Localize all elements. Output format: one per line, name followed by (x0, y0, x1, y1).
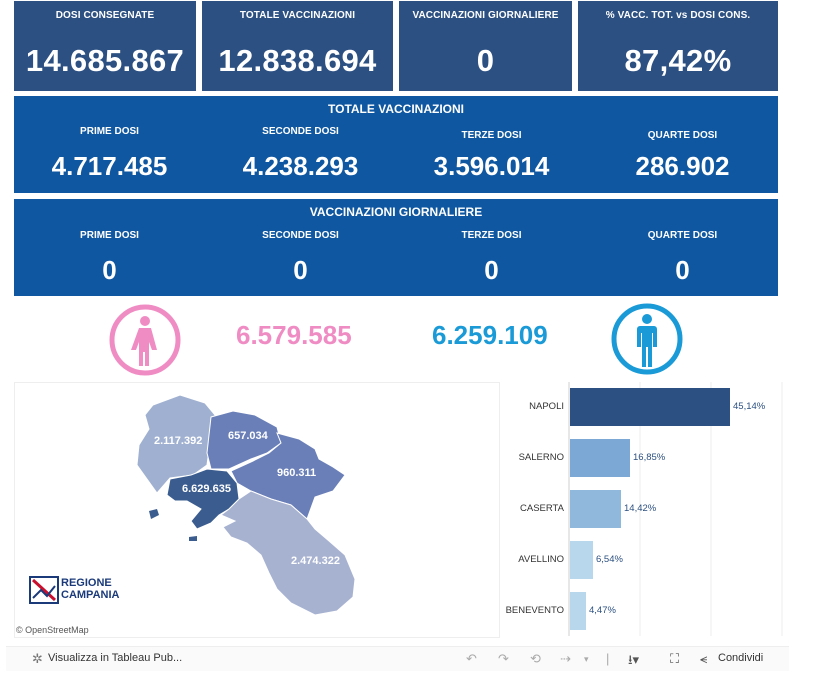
bar-value-label: 6,54% (596, 553, 623, 565)
bar-row[interactable]: BENEVENTO 4,47% (500, 585, 796, 636)
panel-title: TOTALE VACCINAZIONI (328, 102, 464, 116)
download-icon[interactable]: ⭳▾ (628, 652, 640, 667)
island-capri (189, 536, 197, 541)
bar-category-label: SALERNO (518, 452, 564, 464)
separator: | (606, 651, 610, 666)
female-count: 6.579.585 (236, 320, 352, 350)
logo-line1: REGIONE (61, 577, 112, 589)
share-button[interactable]: Condividi (718, 652, 764, 664)
redo-icon[interactable]: ↷ (498, 651, 509, 666)
bar-category-label: BENEVENTO (505, 604, 564, 616)
vaccinazioni-giornaliere-panel: VACCINAZIONI GIORNALIERE PRIME DOSI 0 SE… (14, 199, 778, 296)
bar-category-label: AVELLINO (518, 553, 564, 565)
bar[interactable] (570, 388, 730, 427)
province-caserta (136, 394, 216, 494)
map-label-salerno: 2.474.322 (291, 555, 340, 567)
totale-terze-dosi: TERZE DOSI 3.596.014 (396, 130, 587, 182)
bar-value-label: 16,85% (633, 452, 666, 464)
bar-row[interactable]: SALERNO 16,85% (500, 433, 796, 484)
male-icon (610, 302, 684, 376)
pause-icon[interactable]: ▾ (584, 654, 589, 664)
map-label-napoli: 6.629.635 (182, 483, 231, 495)
panel-title: VACCINAZIONI GIORNALIERE (309, 205, 483, 219)
totale-prime-dosi: PRIME DOSI 4.717.485 (14, 126, 205, 182)
cell-value: 0 (102, 255, 117, 285)
bar-row[interactable]: AVELLINO 6,54% (500, 534, 796, 585)
cell-label: SECONDE DOSI (262, 230, 339, 241)
osm-attribution[interactable]: © OpenStreetMap (16, 625, 89, 635)
undo-icon[interactable]: ↶ (466, 651, 477, 666)
bar-value-label: 45,14% (733, 401, 766, 413)
kpi-percentuale: % VACC. TOT. vs DOSI CONS. 87,42% (578, 1, 778, 91)
kpi-label: TOTALE VACCINAZIONI (239, 10, 356, 21)
bar[interactable] (570, 591, 586, 630)
tableau-logo-icon: ✲ (32, 651, 43, 666)
share-icon[interactable]: ⪪ (700, 651, 708, 666)
kpi-label: % VACC. TOT. vs DOSI CONS. (605, 10, 751, 21)
province-napoli (166, 468, 240, 530)
regione-campania-logo: REGIONE CAMPANIA (29, 576, 149, 606)
island-ischia (149, 509, 159, 519)
bar[interactable] (570, 439, 630, 478)
cell-value: 0 (484, 255, 499, 285)
cell-label: SECONDE DOSI (262, 126, 339, 137)
bar[interactable] (570, 489, 621, 528)
view-in-tableau-link[interactable]: Visualizza in Tableau Pub... (48, 652, 183, 664)
totale-seconde-dosi: SECONDE DOSI 4.238.293 (205, 126, 396, 182)
kpi-label: VACCINAZIONI GIORNALIERE (412, 10, 559, 21)
province-salerno (220, 490, 356, 616)
cell-label: QUARTE DOSI (647, 130, 718, 141)
cell-value: 0 (293, 255, 308, 285)
map-label-avellino: 960.311 (277, 467, 317, 479)
bar-category-label: CASERTA (520, 502, 564, 514)
totale-vaccinazioni-panel: TOTALE VACCINAZIONI PRIME DOSI 4.717.485… (14, 96, 778, 193)
kpi-value: 87,42% (624, 43, 732, 78)
kpi-dosi-consegnate: DOSI CONSEGNATE 14.685.867 (14, 1, 196, 91)
revert-icon[interactable]: ⟲ (530, 651, 541, 666)
cell-value: 286.902 (635, 151, 730, 181)
cell-value: 3.596.014 (433, 151, 550, 181)
male-count: 6.259.109 (432, 320, 548, 350)
bar-value-label: 14,42% (624, 502, 657, 514)
female-icon (108, 303, 182, 377)
cell-label: TERZE DOSI (461, 230, 522, 241)
cell-value: 0 (675, 255, 690, 285)
cell-label: QUARTE DOSI (647, 230, 718, 241)
tableau-toolbar: ✲ Visualizza in Tableau Pub... ↶ ↷ ⟲ ⇢ ▾… (6, 646, 789, 671)
kpi-value: 12.838.694 (218, 43, 377, 78)
kpi-label: DOSI CONSEGNATE (55, 10, 155, 21)
campania-map[interactable]: 2.117.392 657.034 960.311 6.629.635 2.47… (14, 382, 500, 638)
totale-quarte-dosi: QUARTE DOSI 286.902 (587, 130, 778, 182)
refresh-icon[interactable]: ⇢ (560, 651, 571, 666)
kpi-vaccinazioni-giornaliere: VACCINAZIONI GIORNALIERE 0 (399, 1, 572, 91)
cell-value: 4.238.293 (242, 151, 359, 181)
kpi-value: 0 (476, 43, 495, 78)
cell-label: PRIME DOSI (80, 230, 139, 241)
map-label-caserta: 2.117.392 (154, 435, 203, 447)
cell-label: TERZE DOSI (461, 130, 522, 141)
bar-row[interactable]: CASERTA 14,42% (500, 484, 796, 535)
bar-row[interactable]: NAPOLI 45,14% (500, 382, 796, 433)
giornaliere-seconde-dosi: SECONDE DOSI 0 (205, 230, 396, 286)
province-bar-chart: NAPOLI 45,14% SALERNO 16,85% CASERTA 14,42% AV… (500, 382, 796, 636)
bar-value-label: 4,47% (589, 604, 616, 616)
giornaliere-quarte-dosi: QUARTE DOSI 0 (587, 230, 778, 286)
giornaliere-prime-dosi: PRIME DOSI 0 (14, 230, 205, 286)
province-benevento (206, 410, 282, 470)
bar[interactable] (570, 540, 593, 579)
bar-category-label: NAPOLI (529, 401, 564, 413)
kpi-value: 14.685.867 (25, 43, 185, 78)
giornaliere-terze-dosi: TERZE DOSI 0 (396, 230, 587, 286)
logo-line2: CAMPANIA (61, 589, 120, 601)
map-label-benevento: 657.034 (228, 430, 268, 442)
cell-value: 4.717.485 (51, 151, 168, 181)
fullscreen-icon[interactable]: ⛶ (670, 651, 680, 666)
kpi-totale-vaccinazioni: TOTALE VACCINAZIONI 12.838.694 (202, 1, 393, 91)
cell-label: PRIME DOSI (80, 126, 139, 137)
